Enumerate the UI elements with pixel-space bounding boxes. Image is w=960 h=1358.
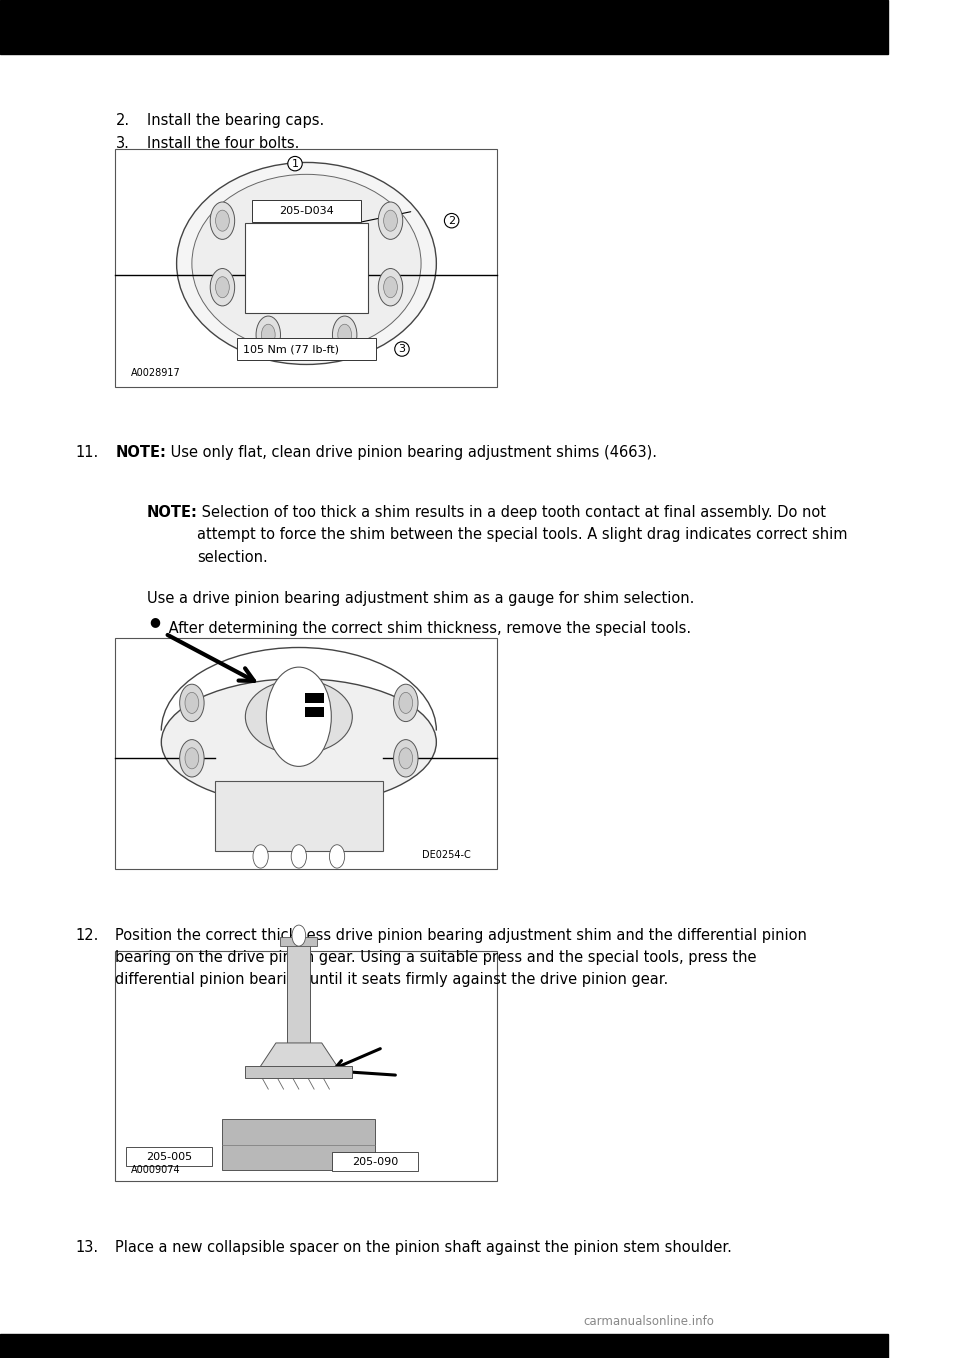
Bar xyxy=(215,781,383,850)
Bar xyxy=(280,937,317,947)
Text: 12.: 12. xyxy=(76,928,99,942)
Text: Install the four bolts.: Install the four bolts. xyxy=(147,136,299,151)
Text: 105 Nm (77 lb-ft): 105 Nm (77 lb-ft) xyxy=(243,344,339,354)
Text: Use a drive pinion bearing adjustment shim as a gauge for shim selection.: Use a drive pinion bearing adjustment sh… xyxy=(147,591,694,606)
Bar xyxy=(0,0,888,54)
Circle shape xyxy=(180,740,204,777)
Bar xyxy=(115,638,497,869)
Circle shape xyxy=(185,748,199,769)
Text: A0028917: A0028917 xyxy=(131,368,180,378)
FancyBboxPatch shape xyxy=(332,1153,419,1171)
Text: 205-D034: 205-D034 xyxy=(279,206,334,216)
Bar xyxy=(115,149,497,387)
Circle shape xyxy=(210,202,234,239)
Polygon shape xyxy=(253,1043,345,1078)
Text: DE0254-C: DE0254-C xyxy=(422,850,470,860)
Circle shape xyxy=(185,693,199,713)
Text: 13.: 13. xyxy=(76,1240,99,1255)
Text: A0009074: A0009074 xyxy=(131,1165,180,1175)
Circle shape xyxy=(338,325,351,345)
Text: After determining the correct shim thickness, remove the special tools.: After determining the correct shim thick… xyxy=(164,621,691,636)
Text: NOTE:: NOTE: xyxy=(115,445,166,460)
Text: 3: 3 xyxy=(398,344,405,354)
Circle shape xyxy=(261,325,276,345)
Bar xyxy=(287,940,310,1043)
Text: 205-090: 205-090 xyxy=(352,1157,398,1167)
Circle shape xyxy=(394,684,418,721)
Bar xyxy=(246,1066,352,1078)
Text: ●: ● xyxy=(149,615,160,629)
Circle shape xyxy=(399,693,413,713)
Circle shape xyxy=(332,316,357,353)
Text: 2.: 2. xyxy=(115,113,130,128)
Ellipse shape xyxy=(177,163,437,364)
Bar xyxy=(0,1334,888,1358)
FancyBboxPatch shape xyxy=(252,201,361,223)
Circle shape xyxy=(384,210,397,231)
Circle shape xyxy=(292,925,305,947)
Text: 2: 2 xyxy=(448,216,455,225)
FancyBboxPatch shape xyxy=(126,1148,212,1167)
Text: 1: 1 xyxy=(292,159,299,168)
Circle shape xyxy=(256,316,280,353)
Circle shape xyxy=(180,684,204,721)
Circle shape xyxy=(266,667,331,766)
Ellipse shape xyxy=(246,680,352,754)
Ellipse shape xyxy=(192,174,421,353)
Bar xyxy=(304,708,324,717)
Circle shape xyxy=(394,740,418,777)
Text: 205-005: 205-005 xyxy=(146,1152,192,1161)
Circle shape xyxy=(216,210,229,231)
Ellipse shape xyxy=(161,679,437,805)
Circle shape xyxy=(329,845,345,868)
Text: Use only flat, clean drive pinion bearing adjustment shims (4663).: Use only flat, clean drive pinion bearin… xyxy=(166,445,657,460)
Bar xyxy=(246,223,368,314)
Circle shape xyxy=(378,202,403,239)
Circle shape xyxy=(384,277,397,297)
Circle shape xyxy=(210,269,234,306)
Circle shape xyxy=(253,845,268,868)
Text: 3.: 3. xyxy=(115,136,130,151)
Bar xyxy=(115,951,497,1181)
Text: Install the bearing caps.: Install the bearing caps. xyxy=(147,113,324,128)
Bar xyxy=(223,1119,375,1169)
FancyBboxPatch shape xyxy=(237,338,376,360)
Circle shape xyxy=(378,269,403,306)
Text: NOTE:: NOTE: xyxy=(147,505,198,520)
Text: Place a new collapsible spacer on the pinion shaft against the pinion stem shoul: Place a new collapsible spacer on the pi… xyxy=(115,1240,732,1255)
Text: carmanualsonline.info: carmanualsonline.info xyxy=(583,1315,714,1328)
Text: Selection of too thick a shim results in a deep tooth contact at final assembly.: Selection of too thick a shim results in… xyxy=(197,505,848,565)
Circle shape xyxy=(291,845,306,868)
Circle shape xyxy=(399,748,413,769)
Text: 11.: 11. xyxy=(76,445,99,460)
Circle shape xyxy=(216,277,229,297)
Text: Position the correct thickness drive pinion bearing adjustment shim and the diff: Position the correct thickness drive pin… xyxy=(115,928,807,987)
Bar xyxy=(304,693,324,703)
